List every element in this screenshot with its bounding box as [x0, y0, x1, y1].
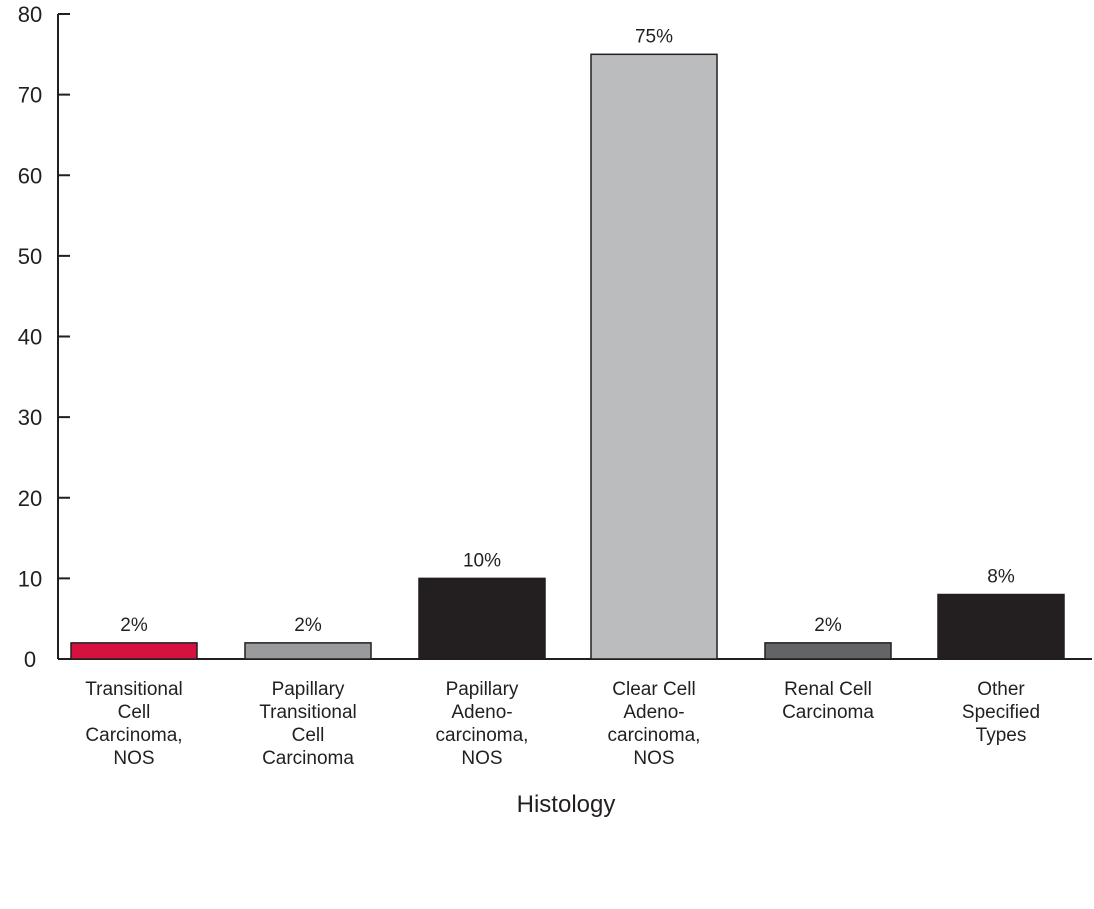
category-label: Carcinoma: [262, 748, 354, 769]
category-label: Papillary: [272, 679, 345, 700]
category-label: Clear Cell: [612, 679, 695, 700]
category-label: Transitional: [259, 702, 357, 723]
data-label: 10%: [463, 550, 501, 571]
y-tick-label: 40: [18, 325, 42, 350]
bar: [937, 593, 1065, 660]
category-label: NOS: [461, 748, 502, 769]
category-label: Carcinoma,: [85, 725, 182, 746]
category-label: Cell: [118, 702, 151, 723]
axes: 0 10 20 30 40 50 60 70 80: [18, 2, 1092, 672]
y-tick-label: 80: [18, 2, 42, 27]
bar: [764, 642, 892, 660]
category-label: NOS: [633, 748, 674, 769]
x-axis-title: Histology: [517, 791, 616, 818]
bar: [244, 642, 372, 660]
category-label: Cell: [292, 725, 325, 746]
category-label: carcinoma,: [436, 725, 529, 746]
category-label: Renal Cell: [784, 679, 872, 700]
bar: [590, 53, 718, 660]
category-label: Specified: [962, 702, 1040, 723]
data-label: 2%: [814, 615, 842, 636]
y-tick-label: 60: [18, 163, 42, 188]
data-label: 2%: [120, 615, 148, 636]
bars: [70, 53, 1065, 660]
category-label: Transitional: [85, 679, 183, 700]
category-label: carcinoma,: [608, 725, 701, 746]
y-tick-label: 10: [18, 566, 42, 591]
y-tick-label: 50: [18, 244, 42, 269]
data-label: 75%: [635, 26, 673, 47]
bar: [70, 642, 198, 660]
data-label: 8%: [987, 567, 1015, 588]
category-label: Adeno-: [623, 702, 684, 723]
bar: [418, 577, 546, 660]
y-tick-label: 70: [18, 83, 42, 108]
category-label: Papillary: [446, 679, 519, 700]
category-label: Adeno-: [451, 702, 512, 723]
y-tick-label: 20: [18, 486, 42, 511]
category-label: Other: [977, 679, 1025, 700]
category-label: Types: [976, 725, 1027, 746]
y-tick-label: 30: [18, 405, 42, 430]
category-label: NOS: [113, 748, 154, 769]
category-label: Carcinoma: [782, 702, 874, 723]
labels: 2%TransitionalCellCarcinoma,NOS2%Papilla…: [85, 26, 1040, 769]
data-label: 2%: [294, 615, 322, 636]
y-tick-label: 0: [24, 647, 36, 672]
